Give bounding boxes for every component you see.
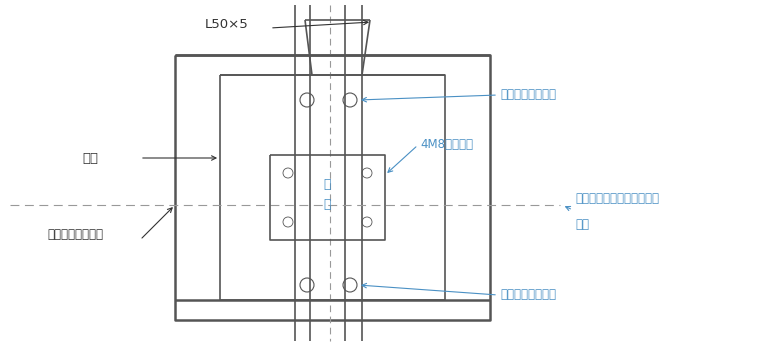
Text: 4M8固定鐵件: 4M8固定鐵件 [420, 138, 473, 152]
Text: 埋: 埋 [323, 179, 331, 191]
Text: 木方: 木方 [82, 152, 98, 164]
Text: 钒孔后用钉子固定: 钒孔后用钉子固定 [500, 89, 556, 101]
Text: L50×5: L50×5 [205, 18, 249, 31]
Text: 重合: 重合 [575, 218, 589, 231]
Text: 硜设备基础上表面: 硜设备基础上表面 [47, 228, 103, 242]
Text: 件: 件 [323, 199, 331, 211]
Text: 钒孔后用钉子固定: 钒孔后用钉子固定 [500, 289, 556, 301]
Text: 木方上所弹轴线与埋件轴线: 木方上所弹轴线与埋件轴线 [575, 192, 659, 205]
